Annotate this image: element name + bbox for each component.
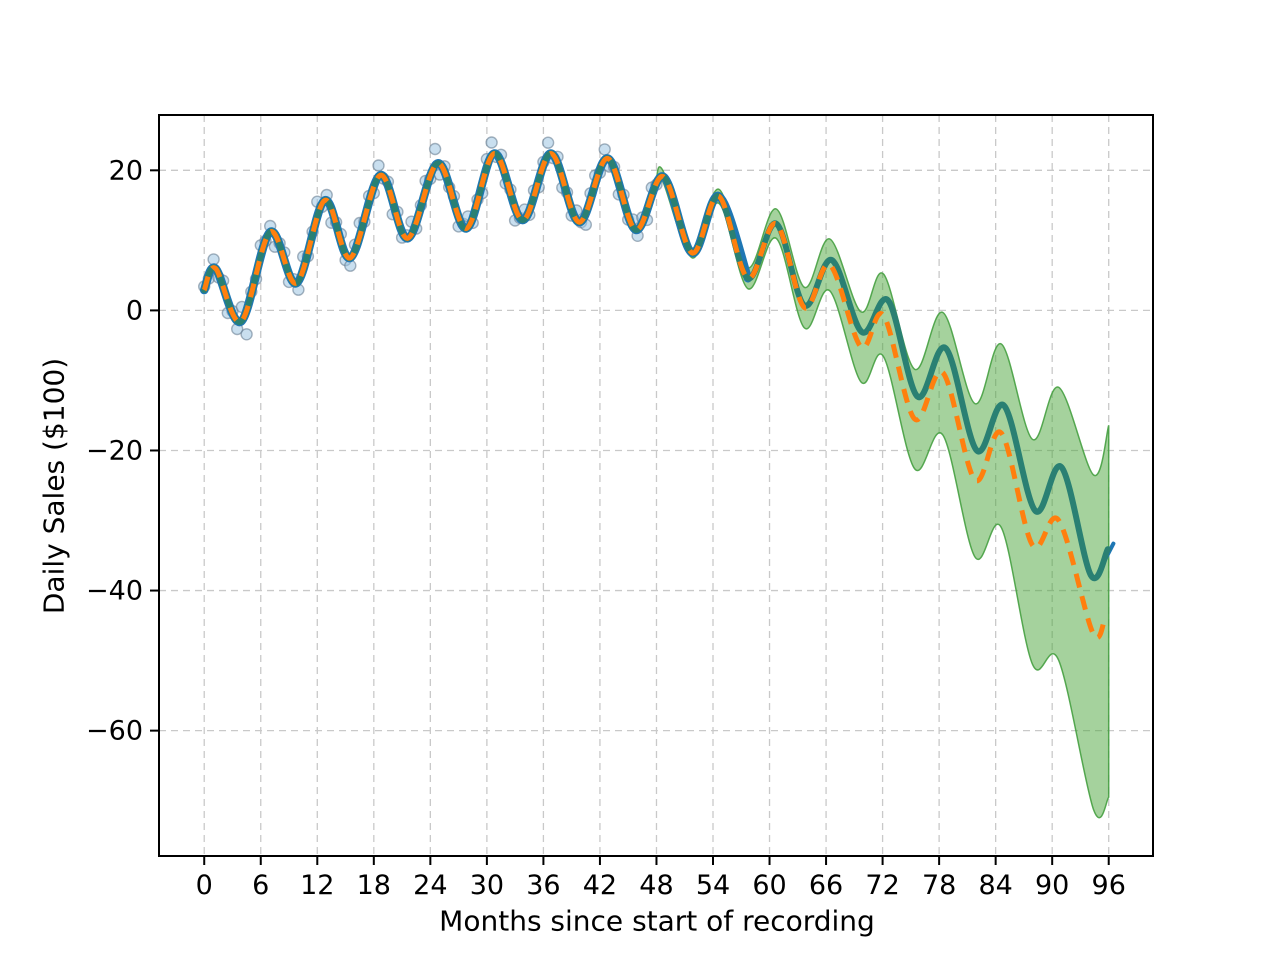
x-tick-label: 0 xyxy=(196,870,213,901)
axes-frame xyxy=(150,114,1154,865)
x-tick-label: 66 xyxy=(809,870,843,901)
scatter-point xyxy=(240,328,253,341)
scatter-point xyxy=(541,136,555,149)
y-tick-label: 0 xyxy=(126,295,143,326)
x-tick-label: 24 xyxy=(413,870,447,901)
x-tick-label: 36 xyxy=(526,870,560,901)
x-tick-label: 84 xyxy=(978,870,1012,901)
tick-labels: 0 6 12 18 24 30 36 42 48 54 60 66 72 78 84 90 96 20 0 −20 −4… xyxy=(86,155,1126,901)
x-tick-label: 18 xyxy=(357,870,391,901)
scatter-point xyxy=(207,253,220,266)
x-tick-label: 96 xyxy=(1092,870,1126,901)
y-axis-label: Daily Sales ($100) xyxy=(37,357,71,615)
x-tick-label: 78 xyxy=(922,870,956,901)
scatter-point xyxy=(598,143,611,156)
fitted-dashed-line xyxy=(201,151,1108,641)
y-tick-label: −20 xyxy=(86,435,143,466)
x-tick-label: 48 xyxy=(639,870,673,901)
x-tick-label: 30 xyxy=(470,870,504,901)
x-tick-label: 54 xyxy=(696,870,730,901)
y-tick-label: −60 xyxy=(86,716,143,747)
y-tick-label: −40 xyxy=(86,576,143,607)
x-axis-label: Months since start of recording xyxy=(439,904,875,938)
x-tick-label: 12 xyxy=(300,870,334,901)
x-tick-label: 42 xyxy=(583,870,617,901)
x-tick-label: 72 xyxy=(865,870,899,901)
scatter-point xyxy=(372,159,385,172)
x-tick-label: 90 xyxy=(1035,870,1069,901)
scatter-point xyxy=(485,136,498,149)
x-tick-label: 60 xyxy=(752,870,786,901)
scatter-point xyxy=(428,142,442,156)
y-tick-label: 20 xyxy=(109,155,143,186)
x-tick-label: 6 xyxy=(252,870,269,901)
